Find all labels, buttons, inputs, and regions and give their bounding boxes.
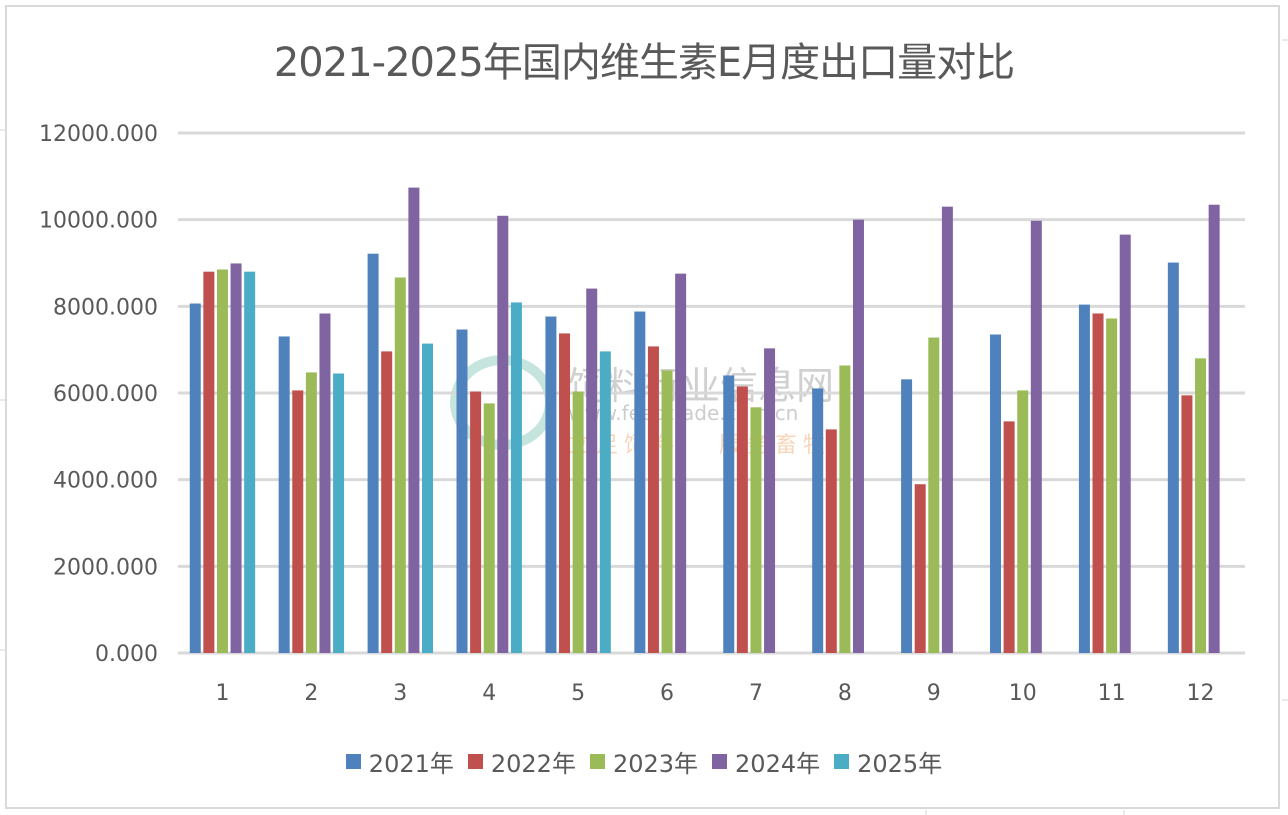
legend-item[interactable]: 2022年	[467, 744, 576, 779]
bar-2024年-3[interactable]	[408, 187, 420, 653]
bar-2022年-10[interactable]	[1003, 421, 1015, 653]
bar-2022年-3[interactable]	[381, 351, 393, 653]
legend-item[interactable]: 2021年	[345, 744, 454, 779]
bar-2021年-3[interactable]	[367, 253, 379, 653]
bar-2022年-6[interactable]	[647, 346, 659, 653]
x-tick-label: 10	[1009, 681, 1037, 706]
x-tick-label: 12	[1187, 681, 1215, 706]
legend-swatch-icon	[345, 754, 361, 769]
bar-2024年-11[interactable]	[1119, 234, 1131, 653]
bar-2022年-11[interactable]	[1092, 313, 1104, 653]
bar-2024年-7[interactable]	[764, 348, 776, 653]
legend-label: 2025年	[857, 750, 943, 778]
legend-swatch-icon	[834, 754, 850, 769]
bar-2022年-1[interactable]	[203, 271, 215, 653]
bar-2021年-12[interactable]	[1167, 262, 1179, 653]
legend-label: 2021年	[368, 750, 454, 778]
x-tick-label: 1	[215, 681, 229, 706]
x-tick-label: 4	[482, 681, 496, 706]
legend-swatch-icon	[467, 754, 483, 769]
bar-2022年-9[interactable]	[914, 484, 926, 653]
bar-2021年-7[interactable]	[723, 375, 735, 653]
bar-2024年-4[interactable]	[497, 215, 509, 653]
bar-2025年-2[interactable]	[333, 373, 345, 654]
bar-2021年-1[interactable]	[189, 303, 201, 653]
bar-2025年-1[interactable]	[244, 271, 256, 653]
bar-2021年-5[interactable]	[545, 316, 557, 653]
bar-2022年-12[interactable]	[1181, 395, 1193, 653]
chart-title: 2021-2025年国内维生素E月度出口量对比	[273, 40, 1015, 86]
bar-2023年-11[interactable]	[1106, 318, 1118, 653]
bar-2024年-6[interactable]	[675, 273, 687, 653]
y-tick-label: 0.000	[95, 642, 158, 667]
x-tick-label: 7	[749, 681, 763, 706]
bar-2023年-2[interactable]	[305, 372, 317, 653]
legend-swatch-icon	[589, 754, 605, 769]
bar-2024年-12[interactable]	[1208, 204, 1220, 653]
bar-2021年-11[interactable]	[1078, 304, 1090, 653]
bar-2023年-4[interactable]	[483, 403, 495, 653]
gridlines	[178, 131, 1245, 655]
y-tick-label: 2000.000	[53, 555, 158, 580]
x-tick-label: 9	[927, 681, 941, 706]
bar-2023年-7[interactable]	[750, 407, 762, 653]
bar-2025年-5[interactable]	[599, 351, 611, 653]
bar-2023年-5[interactable]	[572, 391, 584, 653]
x-tick-label: 3	[393, 681, 407, 706]
x-tick-label: 6	[660, 681, 674, 706]
x-tick-label: 8	[838, 681, 852, 706]
bar-2023年-10[interactable]	[1017, 390, 1029, 653]
bar-2023年-9[interactable]	[928, 337, 940, 653]
bar-2024年-2[interactable]	[319, 313, 331, 653]
x-tick-label: 11	[1098, 681, 1126, 706]
bar-2022年-2[interactable]	[292, 390, 304, 653]
bar-2024年-5[interactable]	[586, 288, 598, 653]
legend-label: 2024年	[735, 750, 821, 778]
legend-item[interactable]: 2025年	[834, 744, 942, 779]
bar-2022年-5[interactable]	[559, 333, 571, 653]
legend-label: 2022年	[490, 750, 576, 778]
bar-2023年-1[interactable]	[216, 269, 228, 654]
y-tick-label: 10000.000	[39, 209, 158, 234]
bar-2024年-1[interactable]	[230, 263, 242, 653]
bar-2022年-7[interactable]	[736, 386, 748, 654]
y-tick-label: 12000.000	[39, 122, 158, 147]
x-tick-label: 5	[571, 681, 585, 706]
bar-2025年-4[interactable]	[510, 302, 522, 653]
legend-swatch-icon	[712, 754, 728, 769]
bar-2021年-6[interactable]	[634, 311, 646, 653]
bar-2023年-3[interactable]	[394, 277, 406, 653]
bar-2024年-10[interactable]	[1030, 220, 1042, 653]
bar-2021年-8[interactable]	[812, 388, 824, 653]
bar-2022年-8[interactable]	[825, 429, 837, 653]
bar-2023年-12[interactable]	[1195, 358, 1207, 653]
x-tick-label: 2	[304, 681, 318, 706]
y-tick-label: 8000.000	[53, 295, 158, 320]
x-axis-ticks: 1 2 3 4 5 6 7 8 9 10 11 12	[215, 681, 1214, 706]
y-tick-label: 6000.000	[53, 382, 158, 407]
bar-2021年-9[interactable]	[901, 379, 913, 653]
y-axis-ticks: 0.000 2000.000 4000.000 6000.000 8000.000 100…	[39, 122, 158, 667]
bar-2024年-8[interactable]	[852, 219, 864, 653]
bar-2021年-2[interactable]	[278, 336, 290, 653]
y-tick-label: 4000.000	[53, 469, 158, 494]
legend-item[interactable]: 2024年	[712, 744, 820, 779]
bar-2021年-4[interactable]	[456, 329, 468, 653]
bar-2024年-9[interactable]	[941, 206, 953, 653]
legend-item[interactable]: 2023年	[589, 744, 699, 779]
bar-2023年-6[interactable]	[661, 370, 673, 653]
bar-2021年-10[interactable]	[990, 334, 1002, 654]
legend-label: 2023年	[612, 750, 699, 778]
bar-2025年-3[interactable]	[421, 343, 433, 653]
bars	[189, 187, 1220, 654]
legend: 2021年 2022年 2023年 2024年 2025年	[0, 744, 1288, 779]
bar-2022年-4[interactable]	[470, 391, 482, 653]
bar-2023年-8[interactable]	[839, 365, 851, 653]
